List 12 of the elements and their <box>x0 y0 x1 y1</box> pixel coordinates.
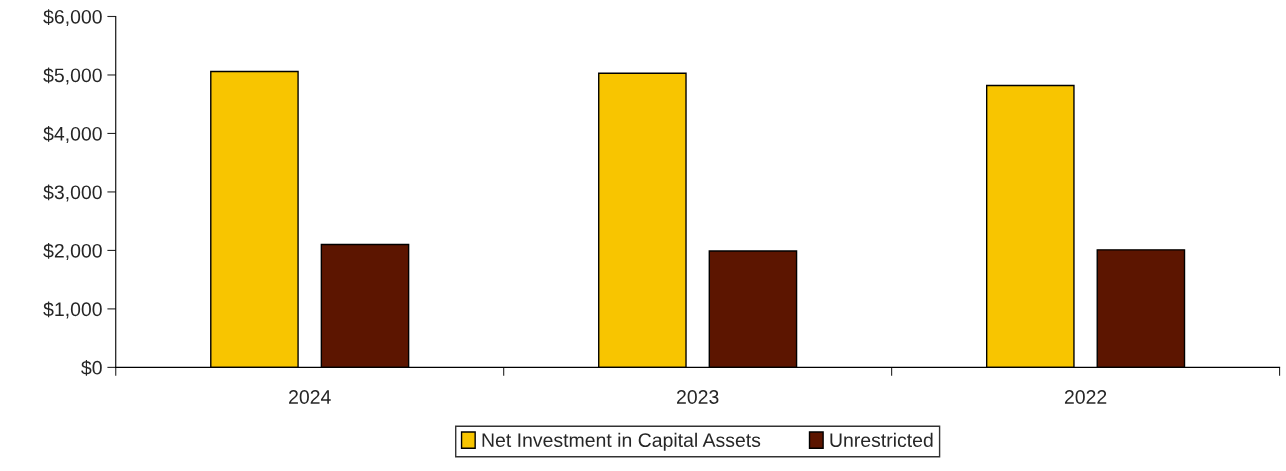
y-tick-label: $3,000 <box>43 184 102 202</box>
legend-label: Unrestricted <box>830 432 933 448</box>
x-tick-label: 2022 <box>1064 390 1107 404</box>
y-tick-label: $4,000 <box>43 126 102 143</box>
y-tick-label: $2,000 <box>43 243 102 260</box>
y-tick-label: $0 <box>81 360 102 376</box>
y-tick-label: $1,000 <box>43 301 102 319</box>
x-tick-label: 2024 <box>289 390 331 404</box>
y-tick-label: $6,000 <box>43 9 102 27</box>
x-tick-label: 2023 <box>677 390 719 404</box>
legend-label: Net Investment in Capital Assets <box>482 432 761 451</box>
y-tick-label: $5,000 <box>43 67 102 85</box>
